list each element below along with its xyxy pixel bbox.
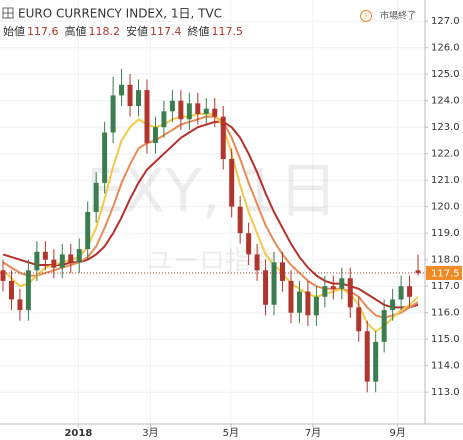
status-icon bbox=[360, 10, 372, 22]
candle-body bbox=[373, 341, 379, 382]
candle-body bbox=[330, 286, 336, 289]
x-tick-label: 5月 bbox=[223, 427, 239, 439]
candle-body bbox=[263, 270, 269, 305]
candle-body bbox=[347, 278, 353, 308]
candle-body bbox=[407, 286, 413, 297]
candle-body bbox=[144, 90, 150, 144]
status-icon: ! bbox=[364, 12, 367, 21]
y-tick-label: 123.0 bbox=[431, 122, 460, 133]
last-price-label: 117.5 bbox=[431, 268, 460, 279]
price-axis bbox=[425, 0, 463, 440]
candle-body bbox=[85, 212, 91, 250]
candle-body bbox=[136, 90, 142, 106]
ohlc-legend: 始値 117.6 高値 118.2 安値 117.4 終値 117.5 bbox=[3, 24, 243, 38]
candle-body bbox=[271, 262, 277, 305]
candle-body bbox=[102, 132, 108, 183]
candle-body bbox=[119, 84, 125, 96]
candle-body bbox=[161, 111, 167, 128]
candle-body bbox=[390, 299, 396, 311]
watermark: EXY, 1日 bbox=[86, 157, 338, 227]
candle-body bbox=[127, 84, 133, 106]
candle-body bbox=[212, 108, 218, 117]
candle-body bbox=[313, 296, 319, 316]
y-tick-label: 125.0 bbox=[431, 69, 460, 80]
grid bbox=[0, 0, 425, 424]
ohlc-label: 終値 bbox=[188, 24, 210, 38]
y-tick-label: 127.0 bbox=[431, 16, 460, 27]
y-tick-label: 121.0 bbox=[431, 175, 460, 186]
candle-body bbox=[8, 280, 14, 300]
candle-body bbox=[76, 249, 82, 263]
candle-body bbox=[51, 259, 57, 268]
ohlc-label: 安値 bbox=[126, 24, 148, 38]
last-price-tag bbox=[426, 265, 462, 280]
y-tick-label: 122.0 bbox=[431, 149, 460, 160]
candle-body bbox=[169, 100, 175, 112]
candle-body bbox=[17, 299, 23, 311]
candle-body bbox=[34, 251, 40, 271]
plot bbox=[0, 68, 425, 393]
x-tick-label: 3月 bbox=[142, 427, 158, 439]
candle-body bbox=[93, 182, 99, 212]
candle-body bbox=[195, 103, 201, 114]
y-tick-label: 113.0 bbox=[431, 387, 460, 398]
candle-body bbox=[178, 100, 184, 120]
candle-body bbox=[254, 254, 260, 271]
candle-body bbox=[68, 254, 74, 263]
y-tick-label: 118.0 bbox=[431, 255, 460, 266]
ohlc-value: 117.5 bbox=[212, 25, 244, 38]
axes: 113.0 114.0 115.0 116.0 117.0 118.0 119.0 120.0… bbox=[64, 16, 459, 439]
y-tick-label: 115.0 bbox=[431, 334, 460, 345]
chart-title: EURO CURRENCY INDEX, 1日, TVC bbox=[18, 7, 222, 21]
candle-body bbox=[322, 286, 328, 297]
candle-body bbox=[356, 307, 362, 332]
candle-body bbox=[42, 251, 48, 260]
market-status: 市場終了 bbox=[380, 10, 416, 22]
candle-body bbox=[296, 291, 302, 313]
x-tick-label: 7月 bbox=[305, 427, 321, 439]
candle-body bbox=[25, 270, 31, 311]
candle-body bbox=[398, 286, 404, 300]
ohlc-label: 高値 bbox=[65, 24, 87, 38]
y-tick-label: 114.0 bbox=[431, 361, 460, 372]
ohlc-label: 始値 bbox=[3, 24, 25, 38]
candle-body bbox=[229, 159, 235, 207]
candle-body bbox=[381, 310, 387, 342]
candle-body bbox=[288, 280, 294, 313]
candle-body bbox=[186, 103, 192, 120]
y-tick-label: 117.0 bbox=[431, 281, 460, 292]
y-tick-label: 119.0 bbox=[431, 228, 460, 239]
y-tick-label: 124.0 bbox=[431, 96, 460, 107]
candle-body bbox=[339, 278, 345, 289]
y-tick-label: 126.0 bbox=[431, 43, 460, 54]
candle-body bbox=[203, 108, 209, 114]
candle-body bbox=[110, 95, 116, 133]
candle-body bbox=[220, 116, 226, 159]
ohlc-value: 117.4 bbox=[150, 25, 182, 38]
y-tick-label: 116.0 bbox=[431, 308, 460, 319]
candle-body bbox=[364, 331, 370, 382]
ohlc-value: 117.6 bbox=[27, 25, 59, 38]
candle-body bbox=[280, 262, 286, 281]
x-tick-label: 9月 bbox=[390, 427, 406, 439]
candle-body bbox=[59, 254, 65, 268]
candle-body bbox=[152, 127, 158, 144]
x-tick-label: 2018 bbox=[64, 428, 92, 439]
candle-body bbox=[246, 233, 252, 255]
candle-body bbox=[415, 270, 421, 273]
y-tick-label: 120.0 bbox=[431, 202, 460, 213]
ohlc-value: 118.2 bbox=[89, 25, 121, 38]
candle-body bbox=[305, 291, 311, 316]
candle-body bbox=[237, 206, 243, 234]
candle-body bbox=[0, 270, 6, 281]
